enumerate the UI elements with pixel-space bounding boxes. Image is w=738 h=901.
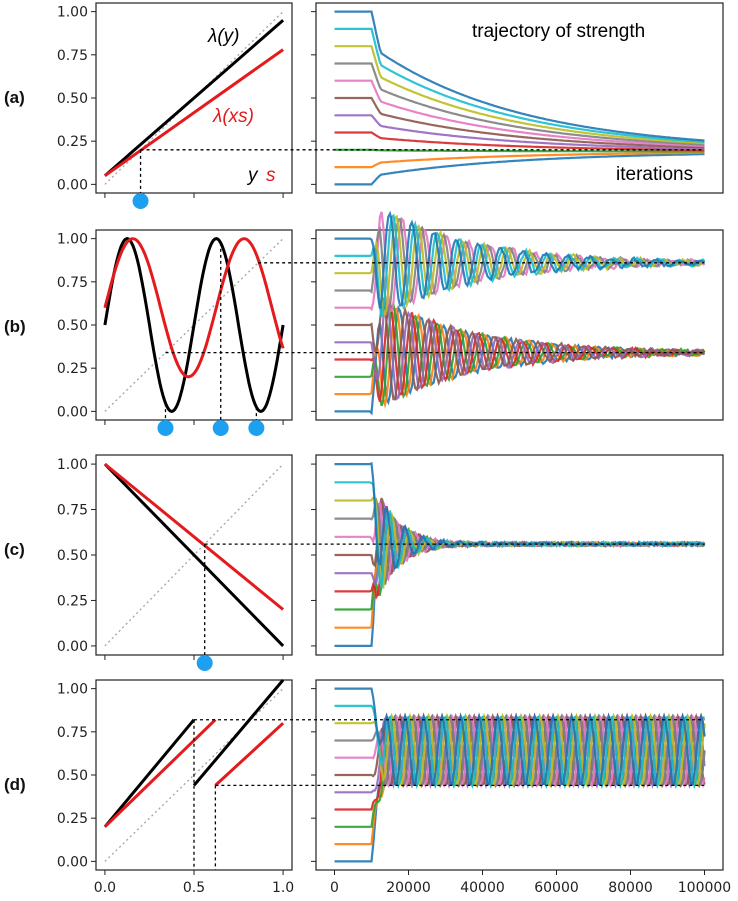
panel-a-ytick-label: 0.00 [57, 177, 88, 193]
y-axis-label: y [246, 165, 259, 186]
panel-c-ytick-label: 0.50 [57, 548, 88, 564]
panel-b-right-axes [311, 229, 724, 421]
panel-a-trajectory-6 [334, 79, 705, 147]
panel-a-ytick-label: 0.25 [57, 134, 88, 150]
panel-c-ytick-label: 0.75 [57, 503, 88, 519]
panel-a-trajectory-2 [334, 148, 705, 153]
panel-c-ytick-label: 0.25 [57, 593, 88, 609]
panel-d-right-xtick-label: 0 [330, 880, 339, 896]
panel-b-left-axes: 0.00 0.25 0.50 0.75 1.00 [57, 229, 293, 425]
panel-c-ytick-label: 0.00 [57, 639, 88, 655]
panel-c-curve--y- [103, 463, 285, 647]
panel-a-trajectory-7 [334, 62, 705, 146]
panel-a-trajectory-0 [334, 153, 705, 186]
panel-d-left-xtick-label: 0.5 [183, 880, 205, 896]
panel-b-fixed-point-marker [157, 420, 174, 436]
panel-a-left-axes: 0.00 0.25 0.50 0.75 1.00 [57, 2, 293, 198]
panel-label-c: (c) [4, 540, 25, 559]
panel-a-trajectory-4 [334, 114, 705, 150]
panel-b-fixed-point-marker [248, 420, 265, 436]
panel-b-trajectory-10 [334, 210, 706, 309]
panel-label-d: (d) [4, 775, 26, 794]
panel-c-curve--xs- [103, 462, 285, 611]
panel-d-curve--y-part-2 [192, 679, 285, 787]
panel-d-right-axes: 0 20000 40000 60000 80000 100000 [311, 679, 731, 896]
panel-b-ytick-label: 0.25 [57, 361, 88, 377]
s-axis-label: s [266, 165, 276, 186]
panel-b-trajectory-1 [334, 307, 706, 409]
panel-a-curve--y- [103, 19, 285, 177]
panel-label-a: (a) [4, 88, 25, 107]
panel-d-right-xtick-label: 100000 [678, 880, 731, 896]
panel-d-right-xtick-label: 40000 [460, 880, 505, 896]
panel-b-fixed-point-marker [212, 420, 229, 436]
panel-d-right-xtick-label: 20000 [386, 880, 431, 896]
panel-d-trajectory-10 [334, 687, 706, 786]
panel-label-b: (b) [4, 317, 26, 336]
panel-b-ytick-label: 1.00 [57, 232, 88, 248]
panel-b-curve--y- [103, 237, 285, 413]
panel-d-curve--xs-part-2 [214, 722, 285, 787]
panel-d-right-xtick-label: 60000 [534, 880, 579, 896]
panel-d-left-xtick-label: 0.0 [94, 880, 116, 896]
panel-d-trajectory-9 [334, 704, 705, 789]
panel-b-trajectory-2 [334, 300, 706, 407]
panel-b-trajectory-8 [334, 214, 705, 316]
iterations-label: iterations [616, 164, 693, 185]
panel-d-ytick-label: 0.00 [57, 854, 88, 870]
panel-d-curve--y-part-1 [103, 718, 196, 828]
panel-d-curve--xs-part-1 [103, 718, 217, 828]
panel-d-ytick-label: 1.00 [57, 682, 88, 698]
lambda-xs-label: λ(xs) [212, 106, 254, 127]
panel-d-ytick-label: 0.25 [57, 811, 88, 827]
panel-a-fixed-point-marker [132, 193, 149, 209]
panel-b-identity-line [104, 238, 284, 412]
panel-b-curve--xs- [103, 237, 285, 379]
panel-c-fixed-point-marker [196, 655, 213, 671]
panel-a-curve--xs- [104, 48, 284, 177]
panel-d-right-xtick-label: 80000 [608, 880, 653, 896]
panel-b-ytick-label: 0.00 [57, 404, 88, 420]
panel-d-left-axes: 0.00 0.25 0.50 0.75 1.00 0.0 0.5 1.0 [57, 679, 294, 896]
panel-c-left-axes: 0.00 0.25 0.50 0.75 1.00 [57, 454, 293, 660]
panel-a-ytick-label: 0.75 [57, 48, 88, 64]
panel-d-left-xtick-label: 1.0 [272, 880, 294, 896]
panel-a-trajectory-9 [334, 27, 705, 143]
panel-c-ytick-label: 1.00 [57, 457, 88, 473]
panel-c-right-axes [311, 454, 724, 656]
panel-b-ytick-label: 0.75 [57, 275, 88, 291]
panel-a-right-axes [311, 2, 724, 194]
panel-a-ytick-label: 1.00 [57, 5, 88, 21]
trajectory-title: trajectory of strength [472, 21, 645, 42]
panel-a-trajectory-5 [334, 96, 705, 149]
panel-b-trajectory-9 [334, 213, 706, 317]
panel-a-ytick-label: 0.50 [57, 91, 88, 107]
panel-a-trajectory-1 [334, 151, 705, 169]
panel-b-ytick-label: 0.50 [57, 318, 88, 334]
panel-d-ytick-label: 0.75 [57, 725, 88, 741]
panel-a-trajectory-3 [334, 131, 705, 152]
panel-b-trajectory-5 [334, 297, 706, 401]
panel-d-ytick-label: 0.50 [57, 768, 88, 784]
lambda-y-label: λ(y) [207, 26, 240, 47]
panel-a-trajectory-10 [334, 10, 705, 142]
panel-a-trajectory-8 [334, 45, 705, 145]
